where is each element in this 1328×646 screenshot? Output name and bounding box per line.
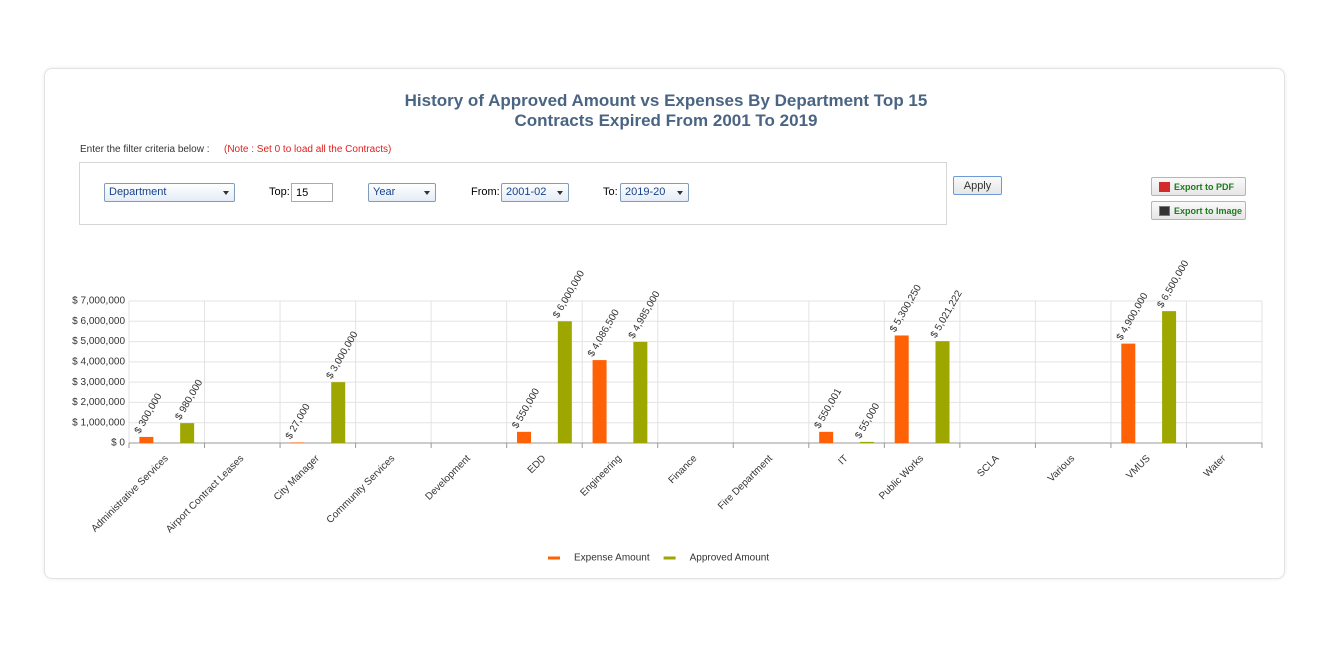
- y-tick-label: $ 4,000,000: [72, 356, 125, 367]
- bar: [894, 335, 909, 443]
- x-tick-label: Airport Contract Leases: [164, 453, 246, 535]
- value-label: $ 4,900,000: [1115, 291, 1151, 343]
- to-select[interactable]: 2019-20: [620, 183, 689, 202]
- bar: [290, 442, 305, 443]
- x-tick-label: Administrative Services: [89, 453, 170, 534]
- x-tick-label: Community Services: [325, 453, 398, 526]
- bar: [1121, 343, 1136, 443]
- value-label: $ 980,000: [174, 378, 206, 422]
- bar: [139, 436, 154, 443]
- x-tick-label: VMUS: [1124, 453, 1152, 481]
- x-tick-label: IT: [836, 453, 850, 467]
- x-tick-label: Engineering: [578, 453, 624, 499]
- top-input[interactable]: 15: [291, 183, 333, 202]
- value-label: $ 4,086,500: [586, 307, 622, 359]
- x-tick-label: Various: [1046, 453, 1077, 484]
- value-label: $ 550,001: [813, 386, 845, 430]
- x-tick-label: City Manager: [272, 453, 322, 503]
- x-tick-label: Public Works: [877, 453, 926, 502]
- x-tick-label: Development: [423, 453, 473, 503]
- value-label: $ 300,000: [133, 391, 165, 435]
- legend-label: Approved Amount: [690, 553, 770, 564]
- value-label: $ 55,000: [853, 401, 882, 441]
- bar: [331, 382, 346, 443]
- y-tick-label: $ 6,000,000: [72, 316, 125, 327]
- bar: [1162, 311, 1177, 443]
- y-tick-label: $ 5,000,000: [72, 336, 125, 347]
- from-label: From:: [471, 186, 500, 198]
- value-label: $ 5,300,250: [888, 283, 924, 335]
- x-tick-label: SCLA: [975, 453, 1001, 479]
- card: [44, 68, 1285, 579]
- period-select[interactable]: Year: [368, 183, 436, 202]
- bar: [592, 360, 607, 443]
- y-tick-label: $ 3,000,000: [72, 377, 125, 388]
- x-tick-label: Fire Department: [716, 453, 775, 512]
- x-tick-label: EDD: [526, 453, 549, 476]
- bar: [557, 321, 572, 443]
- export-pdf-button[interactable]: Export to PDF: [1151, 177, 1246, 196]
- top-label: Top:: [269, 186, 290, 198]
- bar: [935, 341, 950, 443]
- bar: [180, 423, 195, 443]
- filter-note: (Note : Set 0 to load all the Contracts): [224, 144, 392, 155]
- y-tick-label: $ 2,000,000: [72, 397, 125, 408]
- to-label: To:: [603, 186, 618, 198]
- from-select[interactable]: 2001-02: [501, 183, 569, 202]
- x-tick-label: Finance: [667, 453, 700, 486]
- chart-title: History of Approved Amount vs Expenses B…: [404, 91, 928, 130]
- value-label: $ 550,000: [510, 386, 542, 430]
- filter-box: [79, 162, 947, 225]
- export-image-button[interactable]: Export to Image: [1151, 201, 1246, 220]
- y-tick-label: $ 7,000,000: [72, 296, 125, 307]
- bar: [517, 431, 532, 443]
- bar: [633, 341, 648, 443]
- filter-prompt: Enter the filter criteria below :: [80, 144, 210, 155]
- y-tick-label: $ 0: [111, 438, 125, 449]
- bar: [859, 441, 874, 443]
- y-tick-label: $ 1,000,000: [72, 417, 125, 428]
- legend-label: Expense Amount: [574, 553, 650, 564]
- apply-button[interactable]: Apply: [953, 176, 1002, 195]
- bar: [819, 431, 834, 443]
- value-label: $ 27,000: [284, 402, 313, 442]
- group-select[interactable]: Department: [104, 183, 235, 202]
- x-tick-label: Water: [1202, 453, 1229, 480]
